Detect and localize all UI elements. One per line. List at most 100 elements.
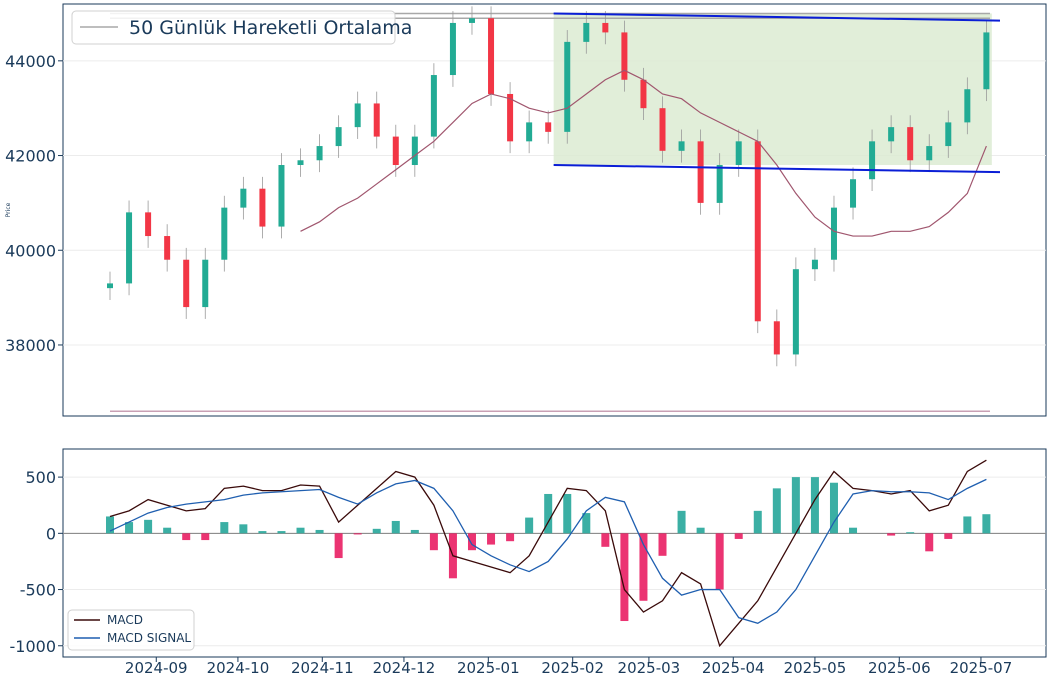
- histogram-bar: [639, 533, 648, 601]
- candle-body: [316, 146, 323, 161]
- histogram-bar: [829, 482, 838, 534]
- legend-macd-label: MACD: [107, 613, 143, 627]
- candle-body: [449, 22, 456, 76]
- macd-panel-frame: [62, 448, 1047, 658]
- histogram-bar: [715, 533, 724, 590]
- xtick-label: 2025-04: [702, 659, 765, 677]
- histogram-bar: [182, 533, 191, 541]
- histogram-bar: [525, 517, 534, 534]
- candle-body: [354, 103, 361, 128]
- histogram-bar: [391, 520, 400, 534]
- xtick-label: 2024-11: [291, 659, 354, 677]
- candle-body: [202, 259, 209, 308]
- xtick-label: 2025-03: [618, 659, 681, 677]
- macd-line: [109, 459, 987, 648]
- macd-ytick-label: 0: [46, 524, 56, 543]
- histogram-bar: [258, 531, 267, 534]
- candle-body: [735, 141, 742, 166]
- candle-body: [602, 22, 609, 33]
- histogram-bar: [353, 533, 362, 535]
- macd-legend[interactable]: MACD MACD SIGNAL: [67, 609, 195, 651]
- candle-body: [792, 269, 799, 355]
- candle-body: [907, 127, 914, 161]
- price-panel-frame: [62, 3, 1047, 417]
- price-ytick-label: 42000: [5, 147, 56, 166]
- histogram-bar: [810, 477, 819, 534]
- histogram-bar: [982, 514, 991, 534]
- histogram-bar: [696, 527, 705, 534]
- histogram-bar: [220, 522, 229, 534]
- candle-body: [621, 32, 628, 80]
- histogram-bar: [544, 493, 553, 534]
- macd-ytick-label: -1000: [10, 637, 57, 656]
- channel-shaded-box: [553, 13, 992, 166]
- candle-body: [259, 188, 266, 227]
- candle-body: [583, 22, 590, 42]
- candle-body: [754, 141, 761, 322]
- candle-body: [716, 165, 723, 203]
- histogram-bar: [925, 533, 934, 552]
- candle-body: [678, 141, 685, 151]
- histogram-bar: [906, 532, 915, 534]
- candle-body: [926, 146, 933, 161]
- candle-body: [373, 103, 380, 137]
- histogram-bar: [334, 533, 343, 559]
- histogram-bar: [296, 527, 305, 534]
- candle-body: [164, 236, 171, 260]
- price-ytick-label: 44000: [5, 52, 56, 71]
- histogram-bar: [582, 513, 591, 534]
- histogram-bar: [849, 527, 858, 534]
- legend-signal-label: MACD SIGNAL: [107, 631, 191, 645]
- xtick-label: 2024-12: [373, 659, 436, 677]
- histogram-bar: [772, 488, 781, 534]
- candle-body: [297, 160, 304, 166]
- candle-body: [564, 41, 571, 132]
- candle-body: [888, 127, 895, 142]
- price-legend[interactable]: 50 Günlük Hareketli Ortalama: [71, 10, 412, 45]
- macd-ytick-label: 500: [25, 468, 56, 487]
- candle-body: [145, 212, 152, 237]
- histogram-bar: [658, 533, 667, 556]
- macd-ytick-label: -500: [20, 581, 56, 600]
- price-legend-box: [71, 10, 396, 45]
- histogram-bar: [163, 527, 172, 534]
- candle-body: [240, 188, 247, 208]
- candle-body: [773, 321, 780, 355]
- price-y-ticks: 38000 40000 42000 44000: [5, 52, 63, 355]
- histogram-bar: [677, 510, 686, 534]
- xtick-label: 2024-10: [207, 659, 270, 677]
- candle-body: [830, 207, 837, 260]
- histogram-bar: [372, 528, 381, 534]
- histogram-bar: [410, 529, 419, 534]
- histogram-bar: [601, 533, 610, 547]
- histogram-bar: [734, 533, 743, 539]
- candle-body: [983, 32, 990, 90]
- candlestick-series: [107, 6, 990, 367]
- histogram-bar: [144, 519, 153, 534]
- price-ytick-label: 40000: [5, 241, 56, 260]
- candle-body: [221, 207, 228, 260]
- candle-body: [659, 108, 666, 151]
- candle-body: [488, 18, 495, 94]
- histogram-bar: [944, 533, 953, 539]
- xtick-label: 2025-01: [457, 659, 520, 677]
- candle-body: [869, 141, 876, 180]
- histogram-bar: [963, 516, 972, 534]
- candle-body: [468, 18, 475, 23]
- macd-signal-line: [109, 478, 987, 624]
- price-ytick-label: 38000: [5, 336, 56, 355]
- histogram-bar: [753, 510, 762, 534]
- price-panel: 38000 40000 42000 44000 Price 50 Günlük Har…: [5, 3, 1047, 417]
- candle-body: [964, 89, 971, 123]
- candle-body: [507, 93, 514, 142]
- candle-body: [183, 259, 190, 308]
- candle-body: [811, 259, 818, 270]
- xtick-label: 2024-09: [125, 659, 188, 677]
- histogram-bar: [315, 529, 324, 534]
- channel-upper-line: [553, 12, 1001, 22]
- x-axis-ticks: 2024-09 2024-10 2024-11 2024-12 2025-01 2025-…: [125, 657, 1012, 677]
- xtick-label: 2025-02: [541, 659, 604, 677]
- candle-body: [697, 141, 704, 203]
